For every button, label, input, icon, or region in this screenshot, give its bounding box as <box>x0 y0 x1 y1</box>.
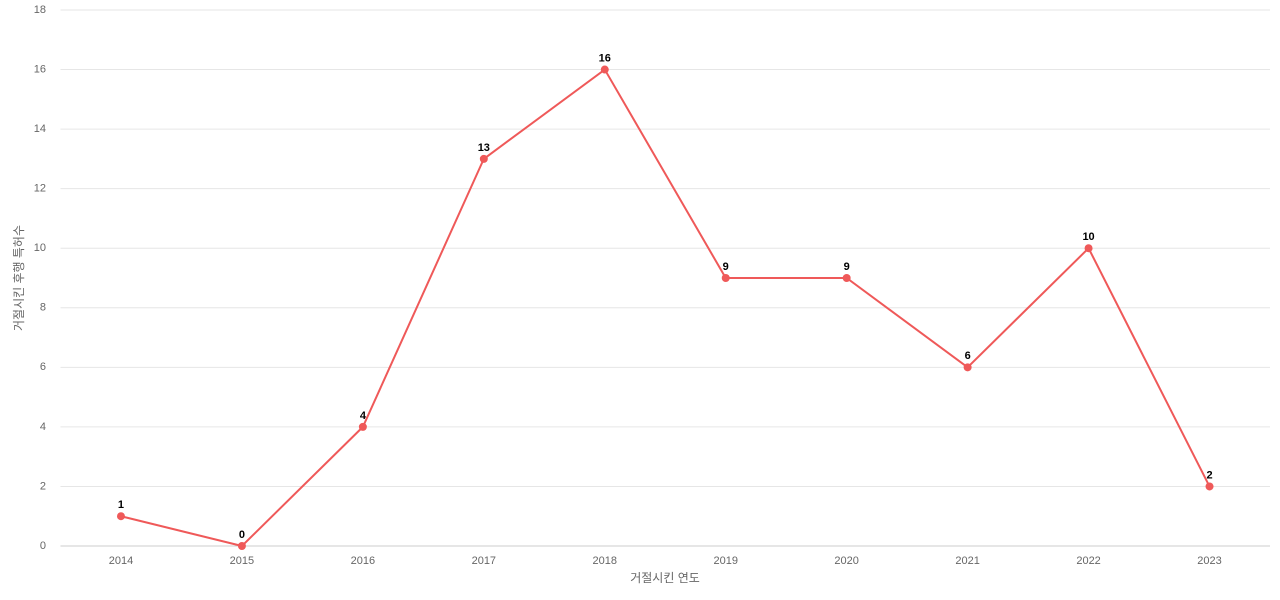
x-tick-label: 2019 <box>713 555 737 567</box>
point <box>721 274 730 282</box>
y-tick-label: 16 <box>34 63 46 75</box>
point <box>1205 482 1214 491</box>
x-axis-title: 거절시킨 연도 <box>630 571 700 585</box>
value-label: 10 <box>1082 231 1094 243</box>
y-tick-label: 10 <box>34 242 46 254</box>
point <box>1084 244 1093 253</box>
value-label: 4 <box>360 410 367 422</box>
value-label: 2 <box>1206 469 1212 481</box>
y-tick-label: 8 <box>40 302 46 314</box>
value-label: 9 <box>844 261 850 273</box>
x-tick-label: 2021 <box>955 555 979 567</box>
y-axis-title: 거절시킨 후행 특허수 <box>11 225 26 331</box>
value-label: 16 <box>599 52 611 64</box>
y-tick-label: 4 <box>40 421 46 433</box>
point <box>358 422 367 431</box>
point <box>600 65 609 74</box>
y-tick-label: 2 <box>40 480 46 492</box>
y-tick-label: 6 <box>40 361 46 373</box>
x-tick-label: 2015 <box>230 555 254 567</box>
x-tick-label: 2017 <box>472 555 496 567</box>
value-label: 13 <box>478 142 490 154</box>
point <box>479 154 488 163</box>
x-tick-label: 2020 <box>834 555 858 567</box>
y-tick-label: 14 <box>34 123 46 135</box>
point <box>237 542 246 550</box>
y-tick-label: 18 <box>34 4 46 16</box>
y-tick-label: 12 <box>34 183 46 195</box>
x-tick-label: 2023 <box>1197 555 1221 567</box>
line <box>120 68 1211 548</box>
x-tick-label: 2014 <box>109 555 133 567</box>
y-tick-label: 0 <box>40 540 46 552</box>
x-tick-label: 2016 <box>351 555 375 567</box>
point <box>963 363 972 372</box>
point <box>842 274 851 282</box>
point <box>116 512 125 521</box>
x-tick-label: 2018 <box>593 555 617 567</box>
value-label: 9 <box>723 261 729 273</box>
value-label: 0 <box>239 529 245 541</box>
x-tick-label: 2022 <box>1076 555 1100 567</box>
value-label: 6 <box>965 350 971 362</box>
value-label: 1 <box>118 499 124 511</box>
